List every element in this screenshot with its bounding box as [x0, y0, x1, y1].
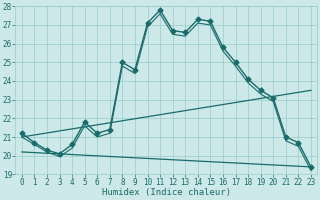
X-axis label: Humidex (Indice chaleur): Humidex (Indice chaleur)	[102, 188, 231, 197]
